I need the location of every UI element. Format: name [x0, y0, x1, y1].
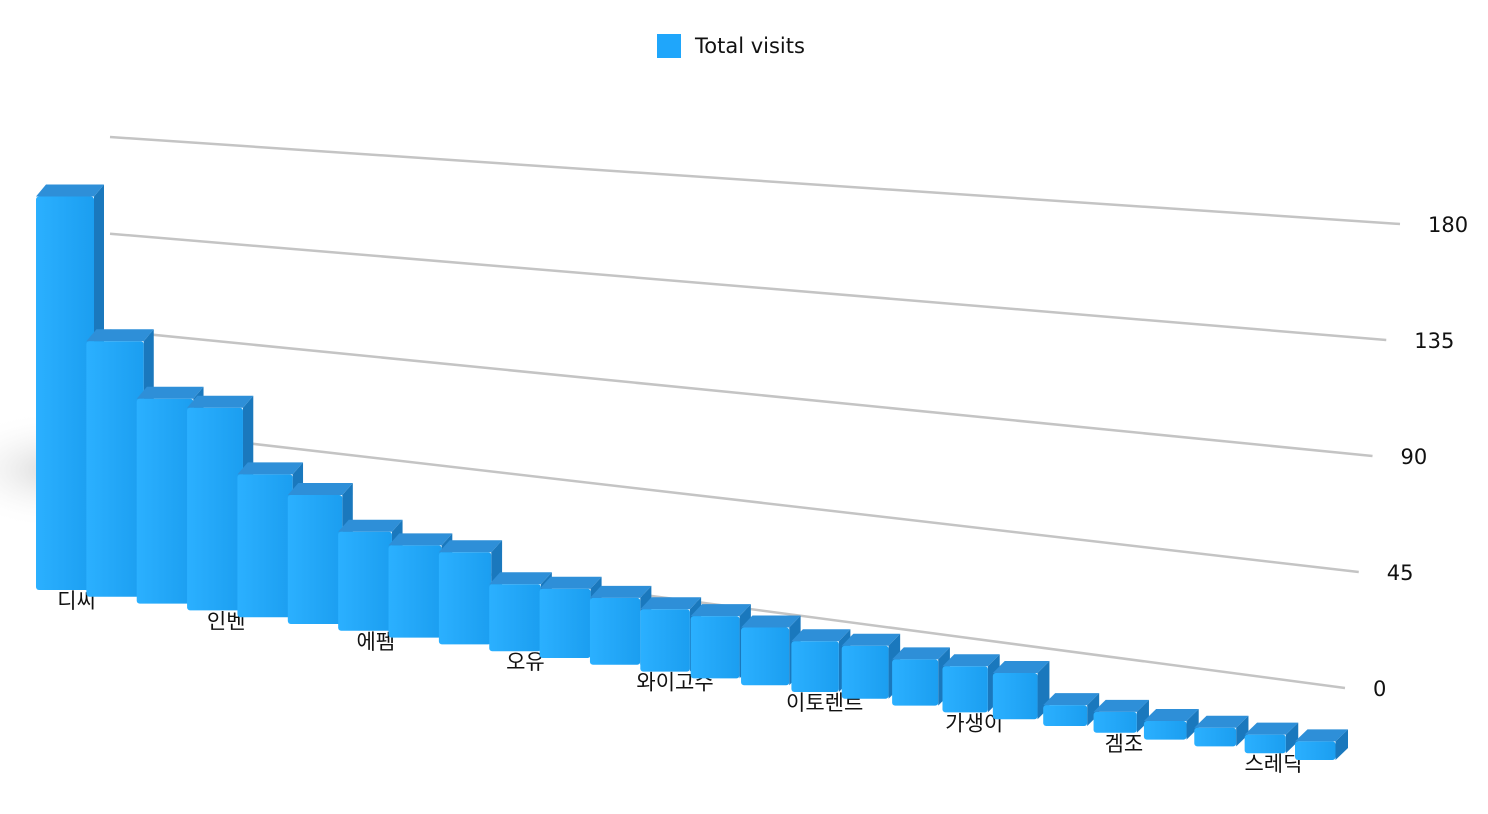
bar [1043, 693, 1100, 726]
bar-top [892, 647, 950, 660]
bar-front [942, 666, 988, 713]
bar-side [1236, 715, 1249, 747]
y-tick-label: 45 [1387, 561, 1414, 585]
bar-front [86, 341, 144, 597]
bar-front [237, 474, 293, 618]
bar-front [741, 627, 790, 686]
bar-side [1285, 722, 1299, 754]
x-tick-label: 스레딕 [1244, 752, 1302, 776]
bar-front [438, 552, 492, 645]
bar-front [1143, 721, 1187, 740]
bar-top [438, 540, 503, 553]
bar-top [1143, 709, 1199, 721]
bar-top [992, 661, 1050, 673]
bar-side [1186, 709, 1199, 740]
bar-top [36, 184, 104, 197]
bar [438, 540, 503, 645]
bar-top [640, 597, 702, 610]
bar-front [287, 495, 343, 624]
bar-front [539, 588, 591, 658]
bar-side [1087, 693, 1100, 726]
bar [892, 647, 950, 706]
legend: Total visits [657, 34, 805, 58]
bar-top [287, 483, 353, 495]
bar [589, 585, 652, 665]
bar-front [338, 531, 392, 631]
bar-side [1136, 699, 1149, 733]
bar-front [489, 584, 541, 652]
bar [1244, 722, 1299, 754]
bar-front [136, 398, 194, 604]
legend-swatch [657, 34, 681, 58]
bar-top [741, 615, 801, 628]
grid-line [109, 232, 1387, 342]
x-tick-label: 겜조 [1105, 732, 1144, 756]
bar [1143, 709, 1199, 740]
bar-top [237, 462, 304, 475]
y-tick-label: 0 [1373, 677, 1386, 701]
bar-top [86, 329, 154, 342]
bar-front [36, 196, 94, 590]
bar-front [1244, 734, 1286, 754]
bar [791, 629, 851, 692]
bar-front [388, 545, 442, 638]
bar-front [640, 609, 690, 672]
bar-top [1093, 699, 1149, 712]
bar [1194, 715, 1249, 747]
bar-top [187, 395, 254, 408]
bar-front [992, 673, 1038, 720]
bar-front [1295, 741, 1336, 760]
bar-top [338, 519, 403, 532]
bar-top [690, 604, 751, 617]
bar [942, 654, 1000, 713]
bar-top [1194, 715, 1249, 728]
bar [841, 633, 901, 699]
bar-top [1244, 722, 1299, 735]
bar [992, 661, 1050, 720]
y-tick-label: 135 [1414, 329, 1454, 353]
bar-top [489, 572, 552, 585]
bar [1295, 729, 1348, 760]
bar [741, 615, 801, 686]
bar-top [539, 576, 602, 589]
y-tick-label: 180 [1428, 213, 1468, 237]
legend-label: Total visits [694, 34, 805, 58]
bar-front [1194, 727, 1237, 747]
grid-line [109, 329, 1373, 458]
bar-side [1335, 729, 1348, 760]
bar-top [136, 386, 204, 399]
x-tick-label: 오유 [506, 650, 545, 674]
bar-top [791, 629, 851, 642]
bar-top [841, 633, 901, 646]
bar-top [942, 654, 1000, 667]
bar-top [1295, 729, 1348, 742]
y-tick-label: 90 [1401, 445, 1428, 469]
bar-top [388, 533, 453, 546]
bar-front [1093, 711, 1137, 733]
bar-front [892, 659, 939, 706]
bar [1093, 699, 1149, 733]
bar-top [589, 585, 652, 598]
bar-front [690, 616, 740, 679]
bar-top [1043, 693, 1100, 706]
bar [287, 483, 353, 624]
bar-front [791, 641, 839, 692]
bar-front [589, 597, 641, 665]
bar-front [1043, 705, 1088, 726]
grid-line [109, 135, 1401, 226]
bar-front [187, 407, 243, 611]
bar-front [841, 645, 889, 699]
grid-line [109, 426, 1359, 574]
